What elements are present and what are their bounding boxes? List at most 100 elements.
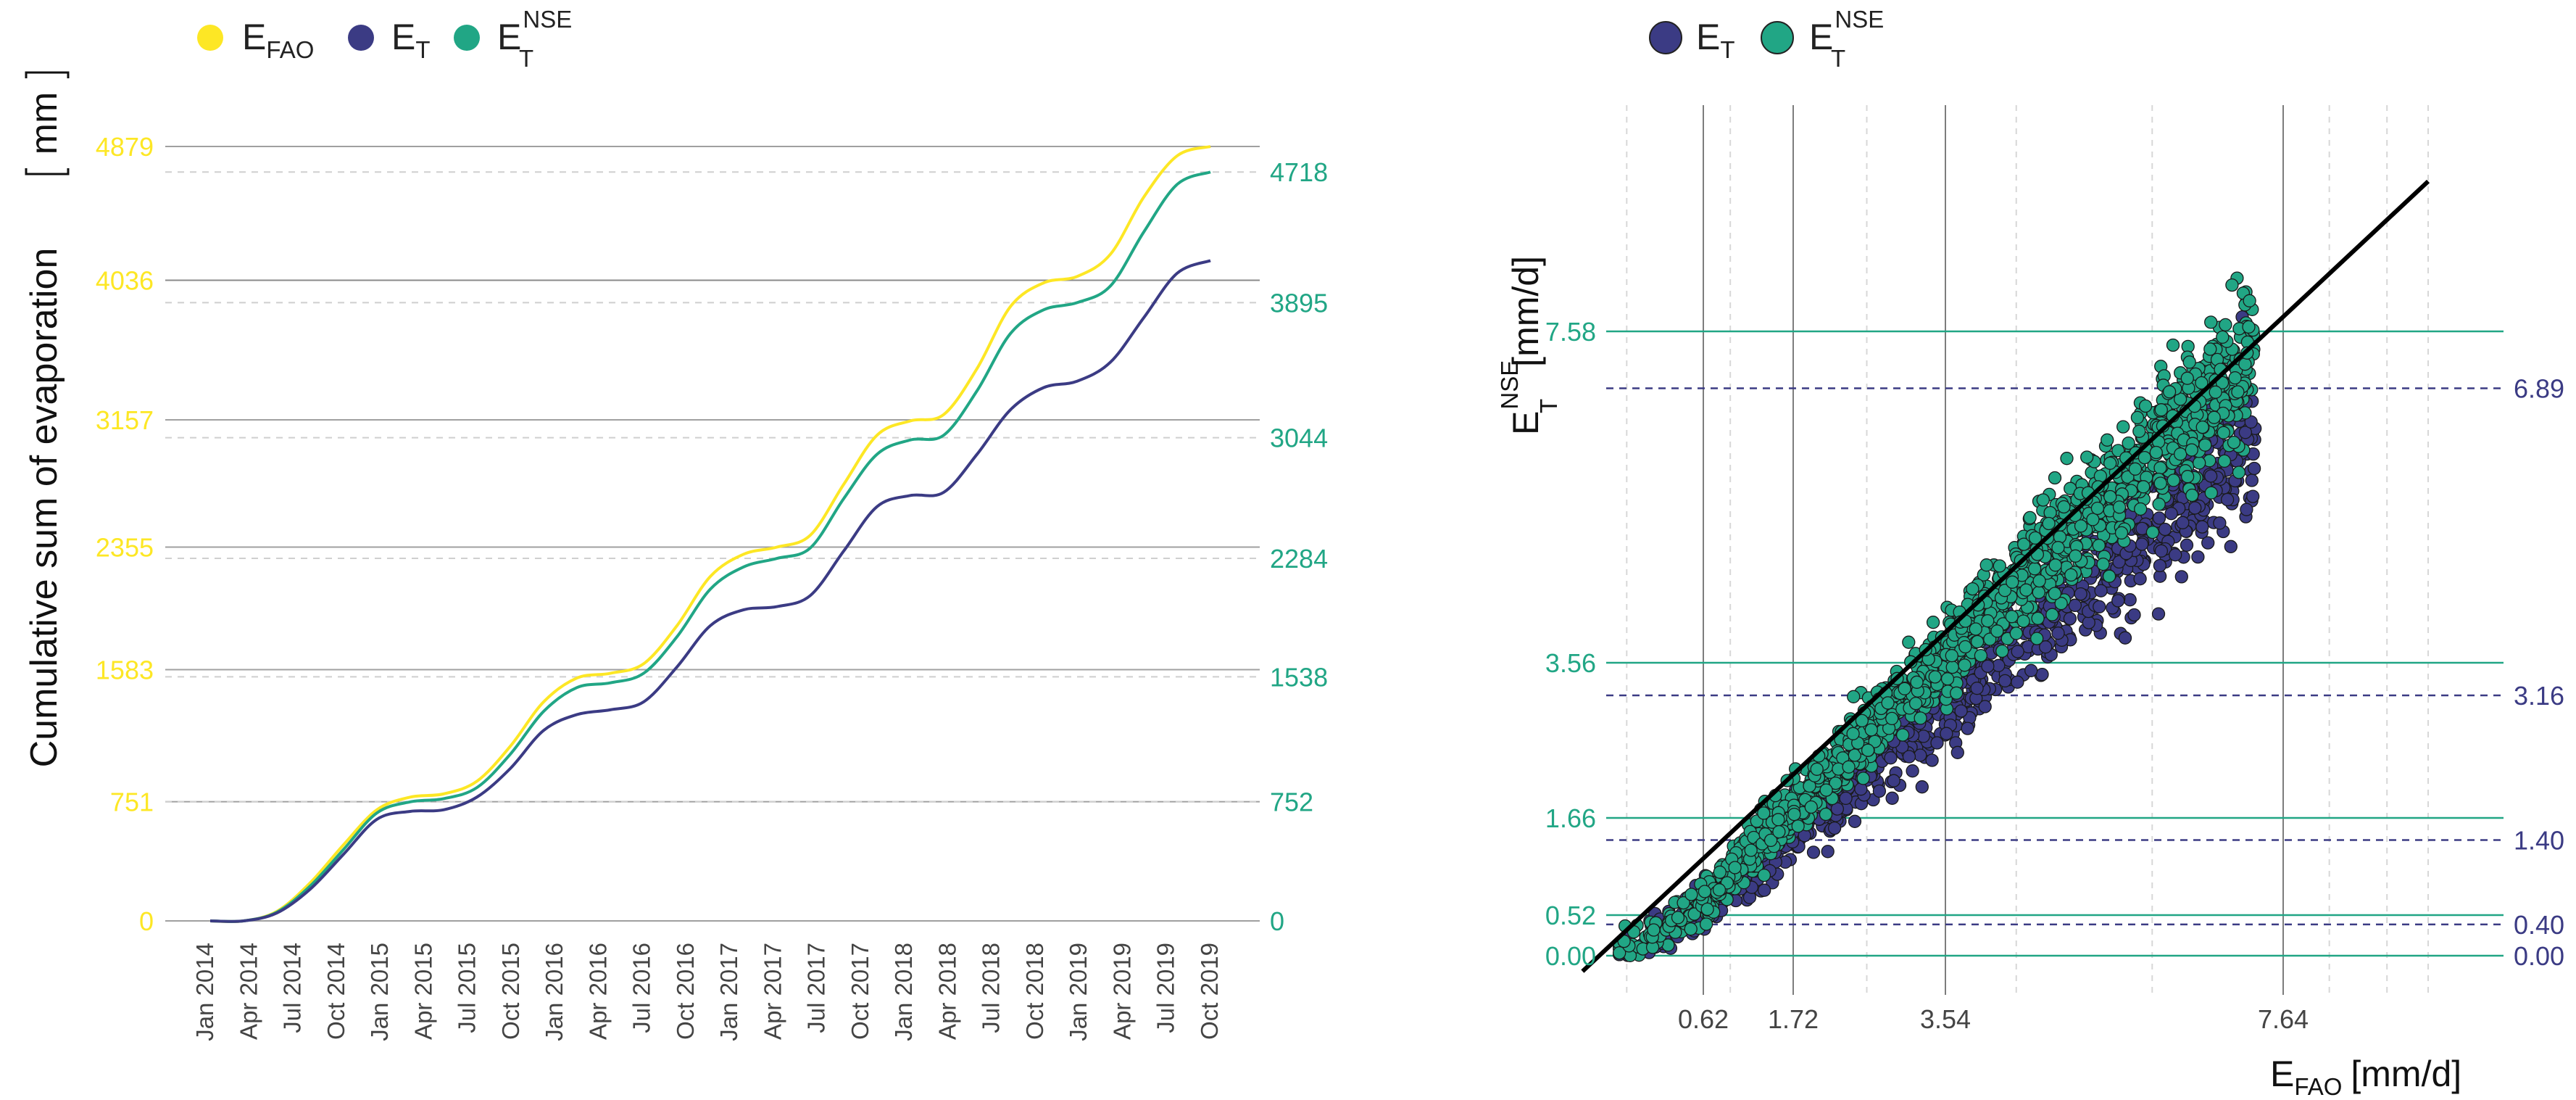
point-etnse — [2128, 462, 2143, 476]
point-et — [2240, 503, 2253, 516]
point-et — [1758, 883, 1771, 897]
point-etnse — [2101, 433, 2114, 447]
point-etnse — [1902, 635, 1916, 649]
point-et — [2068, 598, 2082, 613]
point-et — [1961, 721, 1974, 735]
point-et — [2133, 572, 2147, 586]
y-title-text: ENSE T[mm/d] — [1496, 256, 1562, 435]
left-tick-label: 4036 — [96, 266, 154, 296]
point-et — [1930, 736, 1944, 750]
point-et — [2158, 522, 2172, 537]
point-etnse — [1950, 686, 1964, 700]
x-tick-label: Apr 2014 — [235, 943, 262, 1040]
point-et — [2112, 555, 2126, 569]
point-etnse — [2043, 505, 2057, 520]
point-et — [2135, 537, 2149, 551]
point-etnse — [1810, 762, 1824, 776]
point-etnse — [2006, 575, 2019, 589]
point-et — [1827, 821, 1842, 835]
x-tick-label: Oct 2018 — [1021, 943, 1048, 1040]
point-etnse — [2132, 424, 2146, 438]
left-tick-label: 0 — [139, 906, 154, 936]
left-tick-label: 4879 — [96, 132, 154, 162]
point-etnse — [2174, 447, 2187, 461]
point-etnse — [1856, 772, 1870, 785]
x-tick-label: Apr 2019 — [1108, 943, 1135, 1040]
point-etnse — [2243, 294, 2256, 307]
point-etnse — [2121, 470, 2135, 484]
point-et — [2238, 426, 2253, 439]
point-etnse — [2031, 611, 2045, 625]
right-tick-label: 3895 — [1270, 288, 1328, 318]
x-tick-label: Jan 2014 — [191, 943, 218, 1041]
point-et — [2093, 600, 2106, 613]
legend-label-efao: EFAO — [242, 17, 314, 63]
point-etnse — [2086, 513, 2100, 526]
x-tick-label: Jan 2018 — [890, 943, 917, 1041]
point-etnse — [1940, 672, 1955, 686]
point-et — [1978, 700, 1992, 714]
x-tick-label: Jan 2016 — [541, 943, 568, 1041]
x-tick-label: Jan 2017 — [715, 943, 742, 1041]
point-et — [1970, 682, 1984, 695]
point-et — [2195, 520, 2209, 534]
legend-marker-et — [1649, 21, 1682, 54]
point-etnse — [1970, 634, 1985, 649]
point-etnse — [2090, 501, 2105, 516]
point-etnse — [1846, 727, 1860, 740]
point-etnse — [1979, 558, 1993, 572]
point-etnse — [2042, 516, 2056, 531]
point-etnse — [1791, 819, 1805, 833]
point-etnse — [2198, 438, 2212, 452]
right-tick-label: 0.00 — [2514, 941, 2564, 971]
point-etnse — [1757, 806, 1771, 820]
point-etnse — [2149, 445, 2163, 460]
point-et — [2111, 594, 2125, 608]
point-et — [2153, 558, 2167, 573]
point-etnse — [1757, 868, 1771, 882]
left-tick-label: 751 — [110, 787, 154, 817]
point-etnse — [2048, 558, 2062, 572]
point-etnse — [1684, 888, 1698, 901]
point-etnse — [2228, 371, 2242, 385]
point-etnse — [1908, 696, 1923, 711]
point-etnse — [1744, 843, 1758, 857]
point-etnse — [1847, 690, 1861, 703]
x-tick-label: Jul 2015 — [454, 943, 481, 1033]
right-tick-label: 1.40 — [2514, 826, 2564, 856]
point-etnse — [2232, 466, 2246, 479]
point-etnse — [2180, 371, 2194, 385]
point-et — [2154, 544, 2169, 558]
legend-label-etnse: ENSE T — [497, 6, 572, 72]
point-etnse — [1677, 896, 1690, 910]
point-etnse — [2216, 426, 2230, 439]
point-etnse — [2103, 456, 2117, 470]
left-tick-label: 0.00 — [1545, 941, 1596, 971]
point-etnse — [1613, 946, 1626, 960]
point-etnse — [2182, 355, 2196, 369]
line-chart: EFAO ET ENSE T 0 751 1583 2355 3157 4036 4879 0… — [23, 6, 1328, 1041]
point-et — [1906, 764, 1919, 778]
x-tick-label: Apr 2015 — [410, 943, 436, 1040]
point-etnse — [1914, 711, 1927, 725]
point-etnse — [1864, 723, 1878, 737]
right-tick-label: 0 — [1270, 906, 1284, 936]
point-et — [1887, 774, 1900, 787]
point-et — [2127, 608, 2141, 622]
point-etnse — [1699, 917, 1713, 931]
point-etnse — [2005, 610, 2019, 624]
right-tick-label: 3.16 — [2514, 681, 2564, 711]
point-etnse — [1993, 559, 2006, 573]
point-etnse — [1928, 670, 1942, 684]
point-etnse — [1945, 649, 1958, 663]
x-tick-label: 7.64 — [2258, 1004, 2309, 1034]
point-et — [2174, 570, 2188, 584]
point-et — [2011, 675, 2024, 689]
point-et — [1915, 780, 1929, 794]
point-et — [1954, 704, 1968, 718]
point-etnse — [1898, 682, 1911, 695]
x-tick-label: Jul 2016 — [628, 943, 655, 1033]
point-et — [2204, 469, 2218, 483]
point-et — [1821, 845, 1835, 859]
